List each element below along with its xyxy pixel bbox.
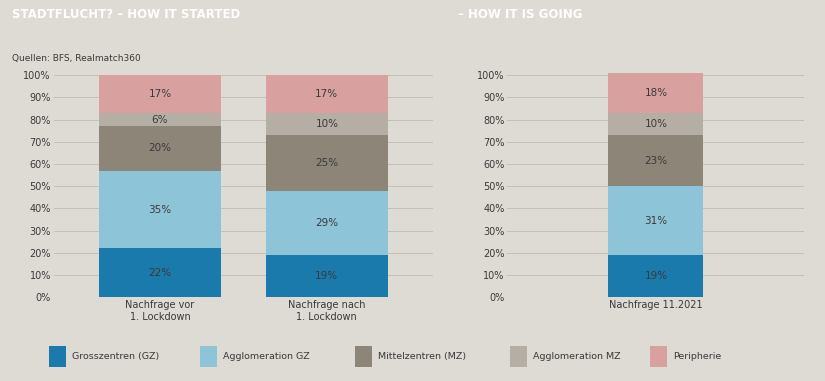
Text: 17%: 17%: [315, 89, 338, 99]
Bar: [99, 171, 220, 248]
Bar: [608, 73, 704, 113]
Bar: [266, 135, 388, 190]
Bar: [649, 346, 667, 367]
Text: 19%: 19%: [315, 271, 338, 281]
Bar: [266, 113, 388, 135]
Bar: [266, 75, 388, 113]
Text: Agglomeration GZ: Agglomeration GZ: [223, 352, 309, 361]
Text: Mittelzentren (MZ): Mittelzentren (MZ): [378, 352, 466, 361]
Text: 22%: 22%: [148, 268, 172, 278]
Text: 20%: 20%: [148, 144, 172, 154]
Bar: [608, 113, 704, 135]
Text: Grosszentren (GZ): Grosszentren (GZ): [72, 352, 159, 361]
Text: 23%: 23%: [644, 156, 667, 166]
Text: – HOW IT IS GOING: – HOW IT IS GOING: [458, 8, 582, 21]
Bar: [99, 126, 220, 171]
Text: 10%: 10%: [315, 119, 338, 129]
Text: 6%: 6%: [152, 115, 168, 125]
Bar: [608, 186, 704, 255]
Text: STADTFLUCHT? – HOW IT STARTED: STADTFLUCHT? – HOW IT STARTED: [12, 8, 241, 21]
Bar: [608, 255, 704, 297]
Text: Quellen: BFS, Realmatch360: Quellen: BFS, Realmatch360: [12, 54, 141, 63]
Text: 31%: 31%: [644, 216, 667, 226]
Bar: [266, 255, 388, 297]
Text: Agglomeration MZ: Agglomeration MZ: [533, 352, 621, 361]
Bar: [49, 346, 65, 367]
Bar: [200, 346, 217, 367]
Text: 25%: 25%: [315, 158, 338, 168]
Bar: [99, 113, 220, 126]
Text: Peripherie: Peripherie: [673, 352, 721, 361]
Bar: [608, 135, 704, 186]
Bar: [510, 346, 527, 367]
Bar: [99, 248, 220, 297]
Bar: [266, 190, 388, 255]
Text: 18%: 18%: [644, 88, 667, 98]
Text: 19%: 19%: [644, 271, 667, 281]
Bar: [99, 75, 220, 113]
Text: 10%: 10%: [644, 119, 667, 129]
Text: 17%: 17%: [148, 89, 172, 99]
Bar: [355, 346, 372, 367]
Text: 35%: 35%: [148, 205, 172, 215]
Text: 29%: 29%: [315, 218, 338, 228]
